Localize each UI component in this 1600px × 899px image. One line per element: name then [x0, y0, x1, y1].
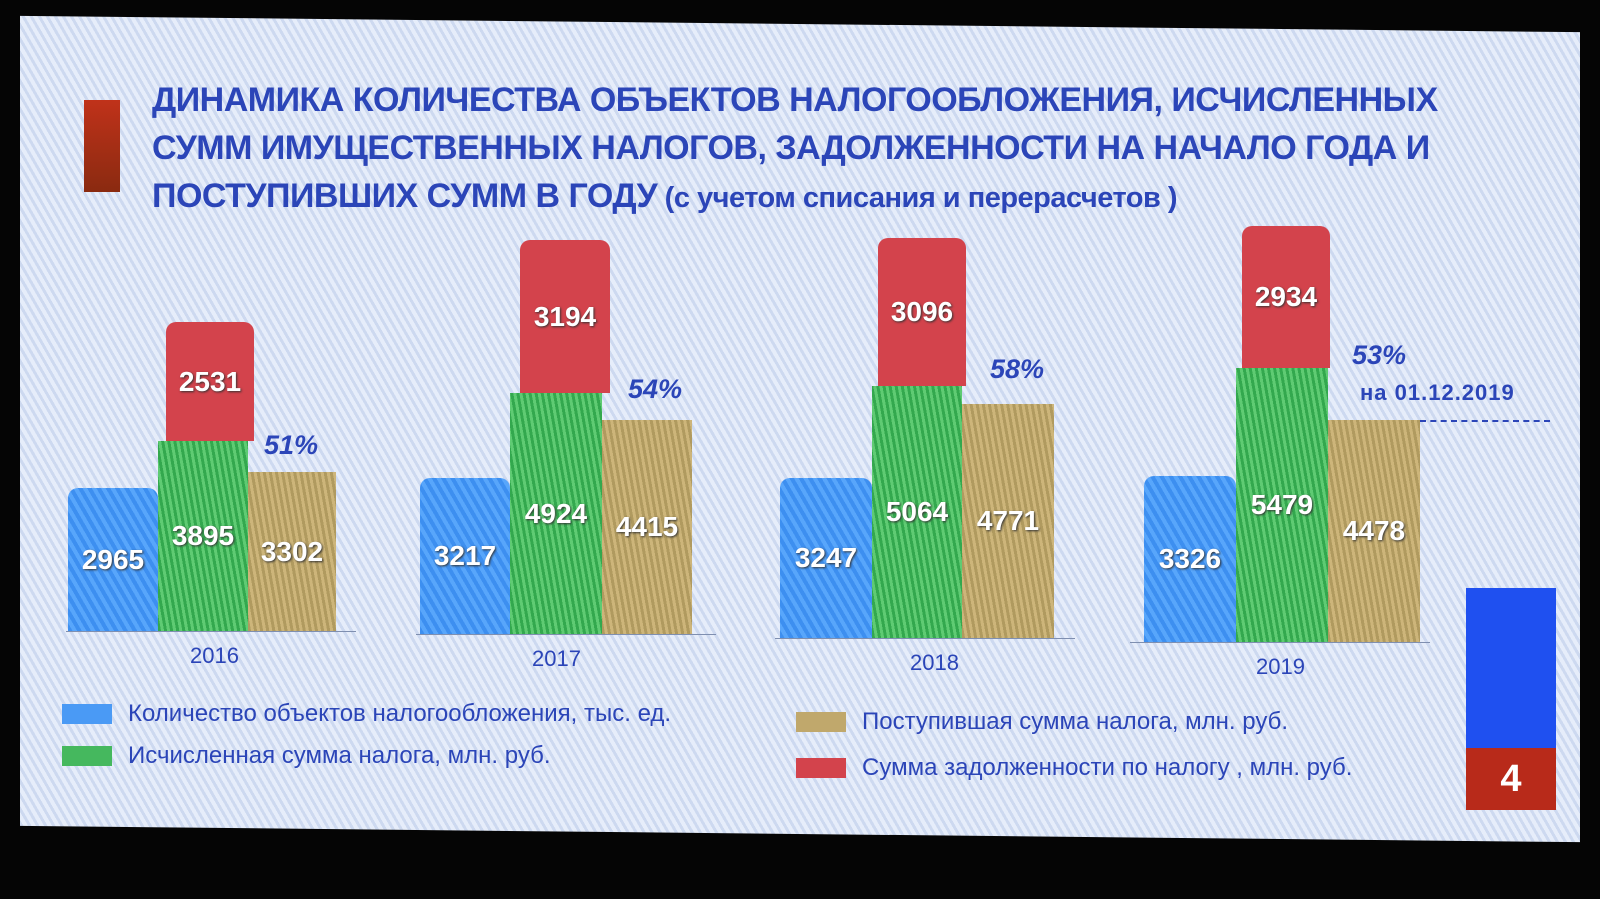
collection-percent-2019: 53% [1352, 340, 1407, 370]
year-label-2017: 2017 [532, 646, 581, 671]
year-label-2016: 2016 [190, 643, 239, 668]
legend-label-calculated: Исчисленная сумма налога, млн. руб. [128, 742, 551, 769]
bar-objects-2017: 3217 [420, 478, 510, 634]
axis-baseline [775, 638, 1075, 639]
page-number: 4 [1466, 748, 1556, 810]
bar-objects-2018: 3247 [780, 478, 872, 638]
dashed-reference-line [1420, 420, 1550, 422]
axis-baseline [1130, 642, 1430, 643]
slide-title: ДИНАМИКА КОЛИЧЕСТВА ОБЪЕКТОВ НАЛОГООБЛОЖ… [152, 76, 1472, 222]
axis-baseline [416, 634, 716, 635]
legend-item-objects: Количество объектов налогообложения, тыс… [62, 700, 671, 728]
title-line-3-sub: (с учетом списания и перерасчетов ) [657, 182, 1178, 214]
title-line-3: ПОСТУПИВШИХ СУММ В ГОДУ [152, 177, 658, 215]
bar-debt-2018: 3096 [878, 238, 966, 386]
date-note-2019: на 01.12.2019 [1360, 380, 1515, 405]
bar-debt-2019: 2934 [1242, 226, 1330, 368]
legend-swatch-red [796, 758, 846, 778]
collection-percent-2018: 58% [990, 354, 1045, 384]
bar-objects-2019: 3326 [1144, 476, 1236, 642]
legend-label-debt: Сумма задолженности по налогу , млн. руб… [862, 754, 1353, 781]
bar-received-2016: 3302 [248, 472, 336, 631]
bar-calculated-2018: 5064 [872, 386, 962, 638]
bar-received-2019: 4478 [1328, 420, 1420, 642]
bar-received-2018: 4771 [962, 404, 1054, 638]
year-label-2019: 2019 [1256, 654, 1305, 679]
bar-calculated-2019: 5479 [1236, 368, 1328, 642]
axis-baseline [66, 631, 356, 632]
legend-label-objects: Количество объектов налогообложения, тыс… [128, 700, 672, 727]
legend-label-received: Поступившая сумма налога, млн. руб. [862, 708, 1289, 735]
bar-received-2017: 4415 [602, 420, 692, 634]
legend-swatch-blue [62, 704, 112, 724]
collection-percent-2017: 54% [628, 374, 683, 404]
legend-item-debt: Сумма задолженности по налогу , млн. руб… [796, 754, 1352, 782]
bar-calculated-2016: 3895 [158, 441, 248, 631]
year-label-2018: 2018 [910, 650, 959, 675]
page-badge-blue-block [1466, 588, 1556, 748]
legend-item-calculated: Исчисленная сумма налога, млн. руб. [62, 742, 551, 770]
bar-debt-2017: 3194 [520, 240, 610, 393]
title-line-1: ДИНАМИКА КОЛИЧЕСТВА ОБЪЕКТОВ НАЛОГООБЛОЖ… [152, 81, 1438, 119]
title-accent-bar [84, 100, 120, 192]
collection-percent-2016: 51% [264, 430, 319, 460]
legend-swatch-green [62, 746, 112, 766]
page-number-badge: 4 [1466, 588, 1556, 810]
title-line-2: СУММ ИМУЩЕСТВЕННЫХ НАЛОГОВ, ЗАДОЛЖЕННОСТ… [152, 129, 1430, 167]
legend-item-received: Поступившая сумма налога, млн. руб. [796, 708, 1288, 736]
bar-debt-2016: 2531 [166, 322, 254, 441]
bar-calculated-2017: 4924 [510, 393, 602, 634]
legend-swatch-tan [796, 712, 846, 732]
bar-objects-2016: 2965 [68, 488, 158, 631]
